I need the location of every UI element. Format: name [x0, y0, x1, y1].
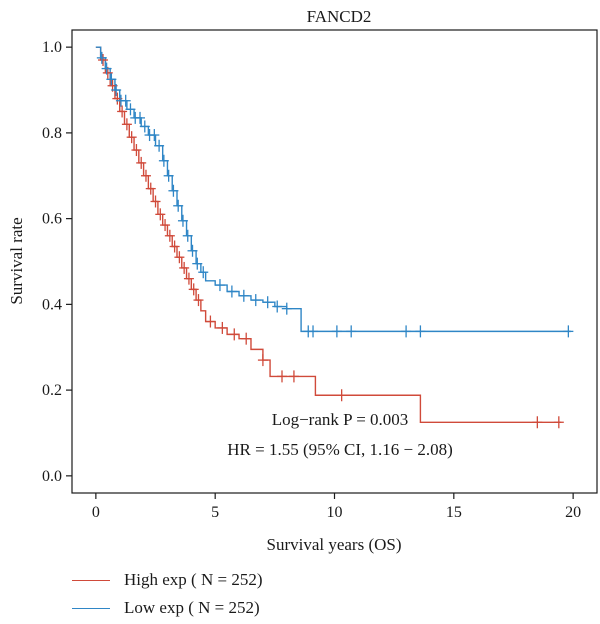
censor-mark-high	[257, 354, 268, 367]
censor-mark-low	[125, 103, 136, 116]
legend-swatch-high	[72, 579, 110, 581]
censor-mark-high	[188, 283, 199, 296]
y-tick-label: 0.0	[42, 468, 62, 485]
censor-mark-low	[308, 325, 319, 338]
censor-mark-low	[563, 325, 574, 338]
x-tick-label: 20	[565, 504, 581, 521]
censor-mark-low	[101, 62, 112, 75]
censor-mark-high	[140, 169, 151, 182]
y-tick-label: 0.8	[42, 125, 62, 142]
y-tick-label: 0.6	[42, 211, 62, 228]
censor-mark-low	[111, 84, 122, 97]
censor-mark-high	[205, 315, 216, 328]
censor-mark-high	[131, 144, 142, 157]
censor-mark-low	[272, 300, 283, 313]
censor-mark-low	[226, 285, 237, 298]
hr-annotation: HR = 1.55 (95% CI, 1.16 − 2.08)	[227, 440, 453, 459]
censor-mark-low	[158, 154, 169, 167]
censor-mark-low	[262, 296, 273, 309]
censor-mark-high	[183, 272, 194, 285]
censor-mark-high	[136, 156, 147, 169]
km-plot: FANCD2 0 5 10 15 20 0.0 0.2 0.4 0.6 0.8 1.0 Surviv…	[7, 7, 598, 554]
censor-mark-low	[182, 229, 193, 242]
censor-mark-low	[214, 279, 225, 292]
censor-mark-high	[155, 208, 166, 221]
censor-mark-low	[187, 244, 198, 257]
censor-mark-high	[164, 229, 175, 242]
censor-mark-high	[336, 389, 347, 402]
censor-mark-high	[174, 251, 185, 264]
censor-mark-low	[281, 302, 292, 315]
censor-mark-low	[149, 129, 160, 142]
legend-label-high: High exp ( N = 252)	[124, 570, 263, 589]
y-tick-label: 1.0	[42, 39, 62, 56]
censor-mark-high	[98, 54, 109, 67]
censor-mark-high	[121, 118, 132, 131]
censor-mark-high	[229, 328, 240, 341]
censor-mark-high	[241, 332, 252, 345]
censor-mark-high	[217, 321, 228, 334]
legend-label-low: Low exp ( N = 252)	[124, 598, 260, 617]
legend-item-low: Low exp ( N = 252)	[72, 594, 262, 622]
censor-mark-high	[126, 131, 137, 144]
censor-mark-high	[553, 416, 564, 429]
censor-mark-low	[238, 289, 249, 302]
censor-mark-low	[198, 266, 209, 279]
censor-mark-low	[163, 169, 174, 182]
legend-item-high: High exp ( N = 252)	[72, 566, 262, 594]
x-tick-label: 5	[211, 504, 219, 521]
x-axis-label: Survival years (OS)	[266, 535, 401, 554]
censor-mark-low	[106, 73, 117, 86]
logrank-annotation: Log−rank P = 0.003	[272, 410, 409, 429]
censor-mark-low	[135, 111, 146, 124]
y-tick-label: 0.2	[42, 382, 62, 399]
censor-mark-low	[120, 94, 131, 107]
censor-mark-low	[346, 325, 357, 338]
censor-mark-high	[277, 370, 287, 383]
chart-title: FANCD2	[307, 7, 372, 26]
censor-mark-high	[179, 261, 190, 274]
censor-mark-low	[139, 120, 150, 133]
censor-mark-high	[193, 294, 204, 307]
x-tick-label: 0	[92, 504, 100, 521]
censor-mark-low	[192, 257, 203, 270]
censor-mark-high	[532, 416, 543, 429]
censor-mark-low	[96, 51, 107, 64]
censor-mark-low	[168, 184, 179, 197]
censor-mark-high	[145, 182, 156, 195]
censor-mark-high	[150, 195, 161, 208]
censor-mark-low	[177, 214, 188, 227]
x-tick-label: 10	[327, 504, 343, 521]
series-line-low	[95, 46, 571, 333]
censor-mark-low	[401, 325, 412, 338]
x-tick-label: 15	[446, 504, 462, 521]
y-axis-label: Survival rate	[7, 217, 26, 304]
censor-mark-low	[415, 325, 426, 338]
censor-mark-high	[288, 370, 299, 383]
y-tick-label: 0.4	[42, 296, 62, 313]
censor-mark-low	[331, 325, 342, 338]
censor-mark-high	[169, 240, 180, 253]
series-line-high	[95, 46, 562, 423]
censor-mark-high	[160, 219, 171, 232]
censor-mark-high	[117, 105, 128, 118]
censor-mark-low	[250, 294, 261, 307]
legend: High exp ( N = 252) Low exp ( N = 252)	[72, 566, 262, 622]
legend-swatch-low	[72, 607, 110, 609]
censor-mark-low	[173, 199, 184, 212]
censor-mark-low	[154, 139, 165, 152]
